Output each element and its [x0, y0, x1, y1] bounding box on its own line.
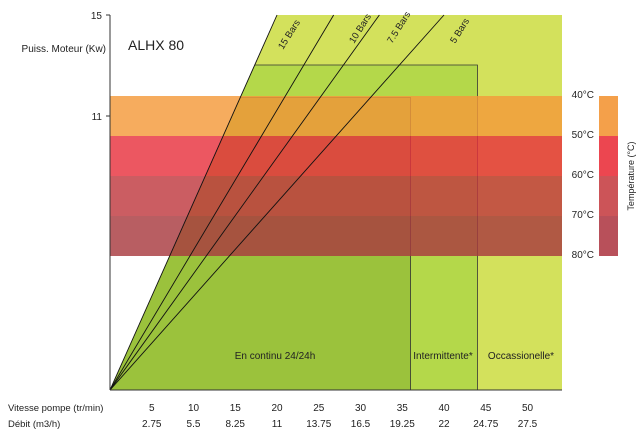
zone-label-intermittent: Intermittente* [413, 351, 473, 362]
temperature-axis-label: Température (°C) [626, 141, 636, 210]
x-axis-speed-label: Vitesse pompe (tr/min) [8, 403, 103, 414]
temperature-legend-label: 40°C [572, 90, 594, 101]
temperature-legend-label: 50°C [572, 130, 594, 141]
pressure-line [109, 14, 335, 391]
temperature-legend-swatch [599, 176, 618, 216]
temperature-legend-label: 70°C [572, 210, 594, 221]
zone-label-continuous: En continu 24/24h [235, 351, 316, 362]
y-tick-label: 11 [92, 112, 103, 123]
chart-title: ALHX 80 [128, 37, 184, 53]
x-axis-flow-label: Débit (m3/h) [8, 419, 60, 430]
pressure-line [109, 14, 380, 391]
temperature-legend-label: 80°C [572, 250, 594, 261]
x-tick-label-flow: 22 [438, 419, 450, 430]
x-tick-label-speed: 30 [355, 403, 367, 414]
pressure-line [109, 14, 445, 391]
temperature-legend-swatch [599, 136, 618, 176]
temperature-legend-swatch [599, 96, 618, 136]
x-tick-label-flow: 5.5 [187, 419, 201, 430]
temperature-legend-label: 60°C [572, 170, 594, 181]
x-tick-label-speed: 15 [230, 403, 242, 414]
x-tick-label-speed: 35 [397, 403, 409, 414]
zone-label-occasional: Occassionelle* [488, 351, 554, 362]
temperature-band [110, 136, 562, 176]
temperature-band [110, 176, 562, 216]
zone-intermittent-outline [254, 64, 478, 390]
x-tick-label-speed: 10 [188, 403, 200, 414]
x-tick-label-flow: 13.75 [306, 419, 331, 430]
y-axis-label: Puiss. Moteur (Kw) [22, 44, 106, 55]
x-tick-label-speed: 25 [313, 403, 325, 414]
x-tick-label-flow: 2.75 [142, 419, 162, 430]
x-tick-label-speed: 20 [271, 403, 283, 414]
x-tick-label-flow: 11 [272, 419, 283, 430]
y-tick-label: 15 [91, 11, 103, 22]
x-tick-label-flow: 16.5 [351, 419, 371, 430]
x-tick-label-speed: 40 [438, 403, 450, 414]
temperature-band [110, 96, 562, 136]
x-tick-label-flow: 24.75 [473, 419, 498, 430]
x-tick-label-speed: 45 [480, 403, 492, 414]
pressure-line [109, 14, 278, 391]
x-tick-label-flow: 19.25 [390, 419, 415, 430]
x-tick-label-speed: 5 [149, 403, 155, 414]
x-tick-label-flow: 8.25 [226, 419, 246, 430]
x-tick-label-speed: 50 [522, 403, 534, 414]
x-tick-label-flow: 27.5 [518, 419, 538, 430]
temperature-legend-swatch [599, 216, 618, 256]
temperature-band [110, 216, 562, 256]
